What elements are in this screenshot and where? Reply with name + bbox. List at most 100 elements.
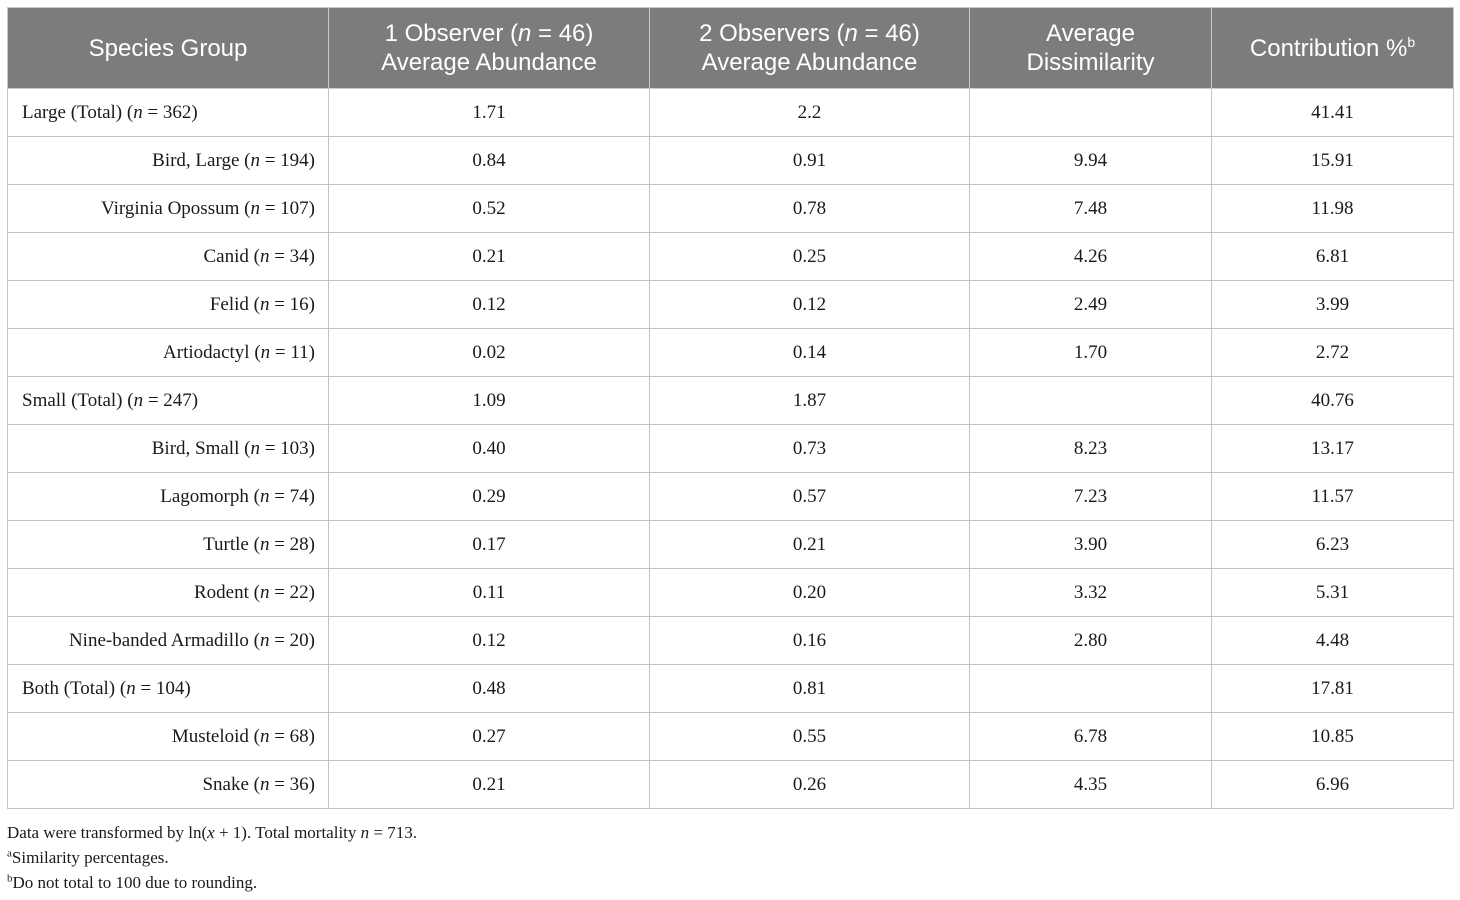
two-observers-cell: 0.91 [649, 136, 970, 185]
footnote-transform: Data were transformed by ln(x + 1). Tota… [7, 823, 417, 842]
dissimilarity-cell: 2.80 [969, 616, 1212, 665]
contribution-cell: 2.72 [1211, 328, 1454, 377]
one-observer-cell: 0.40 [328, 424, 650, 473]
two-observers-cell: 0.14 [649, 328, 970, 377]
one-observer-cell: 1.09 [328, 376, 650, 425]
two-observers-cell: 0.25 [649, 232, 970, 281]
contribution-cell: 15.91 [1211, 136, 1454, 185]
table-row: Artiodactyl (n = 11) 0.02 0.14 1.70 2.72 [7, 328, 1454, 377]
dissimilarity-cell: 3.32 [969, 568, 1212, 617]
header-contribution: Contribution %b [1211, 7, 1454, 89]
header-species-group: Species Group [7, 7, 329, 89]
results-table-container: Species Group 1 Observer (n = 46) Average… [7, 7, 1454, 809]
one-observer-cell: 0.12 [328, 616, 650, 665]
header-two-observers: 2 Observers (n = 46) Average Abundance [649, 7, 970, 89]
contribution-cell: 5.31 [1211, 568, 1454, 617]
dissimilarity-cell: 8.23 [969, 424, 1212, 473]
two-observers-cell: 0.26 [649, 760, 970, 809]
dissimilarity-cell: 9.94 [969, 136, 1212, 185]
one-observer-cell: 1.71 [328, 88, 650, 137]
species-group-cell: Felid (n = 16) [7, 280, 329, 329]
table-row-total: Small (Total) (n = 247) 1.09 1.87 40.76 [7, 376, 1454, 425]
two-observers-cell: 0.78 [649, 184, 970, 233]
species-group-cell: Virginia Opossum (n = 107) [7, 184, 329, 233]
species-group-cell: Musteloid (n = 68) [7, 712, 329, 761]
species-group-cell: Bird, Large (n = 194) [7, 136, 329, 185]
contribution-cell: 6.81 [1211, 232, 1454, 281]
table-row-total: Both (Total) (n = 104) 0.48 0.81 17.81 [7, 664, 1454, 713]
species-group-cell: Both (Total) (n = 104) [7, 664, 329, 713]
one-observer-cell: 0.21 [328, 232, 650, 281]
one-observer-cell: 0.17 [328, 520, 650, 569]
header-average-dissimilarity: Average Dissimilarity [969, 7, 1212, 89]
table-row: Bird, Large (n = 194) 0.84 0.91 9.94 15.91 [7, 136, 1454, 185]
footnote-a: aSimilarity percentages. [7, 847, 169, 867]
contribution-cell: 41.41 [1211, 88, 1454, 137]
dissimilarity-cell [969, 664, 1212, 713]
header-one-observer: 1 Observer (n = 46) Average Abundance [328, 7, 650, 89]
one-observer-cell: 0.21 [328, 760, 650, 809]
table-row: Virginia Opossum (n = 107) 0.52 0.78 7.48 11… [7, 184, 1454, 233]
two-observers-cell: 0.20 [649, 568, 970, 617]
table-row: Snake (n = 36) 0.21 0.26 4.35 6.96 [7, 760, 1454, 809]
species-group-cell: Small (Total) (n = 247) [7, 376, 329, 425]
contribution-cell: 6.23 [1211, 520, 1454, 569]
table-row: Turtle (n = 28) 0.17 0.21 3.90 6.23 [7, 520, 1454, 569]
contribution-cell: 11.57 [1211, 472, 1454, 521]
dissimilarity-cell [969, 88, 1212, 137]
contribution-cell: 6.96 [1211, 760, 1454, 809]
two-observers-cell: 0.16 [649, 616, 970, 665]
table-row: Rodent (n = 22) 0.11 0.20 3.32 5.31 [7, 568, 1454, 617]
two-observers-cell: 0.73 [649, 424, 970, 473]
contribution-cell: 40.76 [1211, 376, 1454, 425]
one-observer-cell: 0.02 [328, 328, 650, 377]
dissimilarity-cell: 7.48 [969, 184, 1212, 233]
species-group-cell: Bird, Small (n = 103) [7, 424, 329, 473]
dissimilarity-cell: 3.90 [969, 520, 1212, 569]
table-row: Felid (n = 16) 0.12 0.12 2.49 3.99 [7, 280, 1454, 329]
two-observers-cell: 0.21 [649, 520, 970, 569]
one-observer-cell: 0.48 [328, 664, 650, 713]
table-footnotes: Data were transformed by ln(x + 1). Tota… [7, 820, 417, 895]
one-observer-cell: 0.27 [328, 712, 650, 761]
species-group-cell: Snake (n = 36) [7, 760, 329, 809]
table-row: Canid (n = 34) 0.21 0.25 4.26 6.81 [7, 232, 1454, 281]
one-observer-cell: 0.52 [328, 184, 650, 233]
dissimilarity-cell: 2.49 [969, 280, 1212, 329]
contribution-cell: 11.98 [1211, 184, 1454, 233]
species-group-cell: Nine-banded Armadillo (n = 20) [7, 616, 329, 665]
contribution-cell: 10.85 [1211, 712, 1454, 761]
two-observers-cell: 0.12 [649, 280, 970, 329]
results-table: Species Group 1 Observer (n = 46) Average… [7, 7, 1454, 809]
species-group-cell: Artiodactyl (n = 11) [7, 328, 329, 377]
table-body: Large (Total) (n = 362) 1.71 2.2 41.41 Bird,… [7, 88, 1454, 809]
table-row: Lagomorph (n = 74) 0.29 0.57 7.23 11.57 [7, 472, 1454, 521]
one-observer-cell: 0.11 [328, 568, 650, 617]
two-observers-cell: 2.2 [649, 88, 970, 137]
dissimilarity-cell: 1.70 [969, 328, 1212, 377]
two-observers-cell: 1.87 [649, 376, 970, 425]
species-group-cell: Turtle (n = 28) [7, 520, 329, 569]
table-row-total: Large (Total) (n = 362) 1.71 2.2 41.41 [7, 88, 1454, 137]
two-observers-cell: 0.55 [649, 712, 970, 761]
dissimilarity-cell: 4.35 [969, 760, 1212, 809]
one-observer-cell: 0.84 [328, 136, 650, 185]
two-observers-cell: 0.81 [649, 664, 970, 713]
contribution-cell: 4.48 [1211, 616, 1454, 665]
contribution-cell: 17.81 [1211, 664, 1454, 713]
dissimilarity-cell: 6.78 [969, 712, 1212, 761]
dissimilarity-cell: 7.23 [969, 472, 1212, 521]
dissimilarity-cell [969, 376, 1212, 425]
species-group-cell: Large (Total) (n = 362) [7, 88, 329, 137]
contribution-cell: 13.17 [1211, 424, 1454, 473]
dissimilarity-cell: 4.26 [969, 232, 1212, 281]
species-group-cell: Lagomorph (n = 74) [7, 472, 329, 521]
table-row: Nine-banded Armadillo (n = 20) 0.12 0.16 2.… [7, 616, 1454, 665]
one-observer-cell: 0.29 [328, 472, 650, 521]
table-header-row: Species Group 1 Observer (n = 46) Average… [7, 7, 1454, 89]
species-group-cell: Rodent (n = 22) [7, 568, 329, 617]
one-observer-cell: 0.12 [328, 280, 650, 329]
species-group-cell: Canid (n = 34) [7, 232, 329, 281]
two-observers-cell: 0.57 [649, 472, 970, 521]
table-row: Bird, Small (n = 103) 0.40 0.73 8.23 13.17 [7, 424, 1454, 473]
